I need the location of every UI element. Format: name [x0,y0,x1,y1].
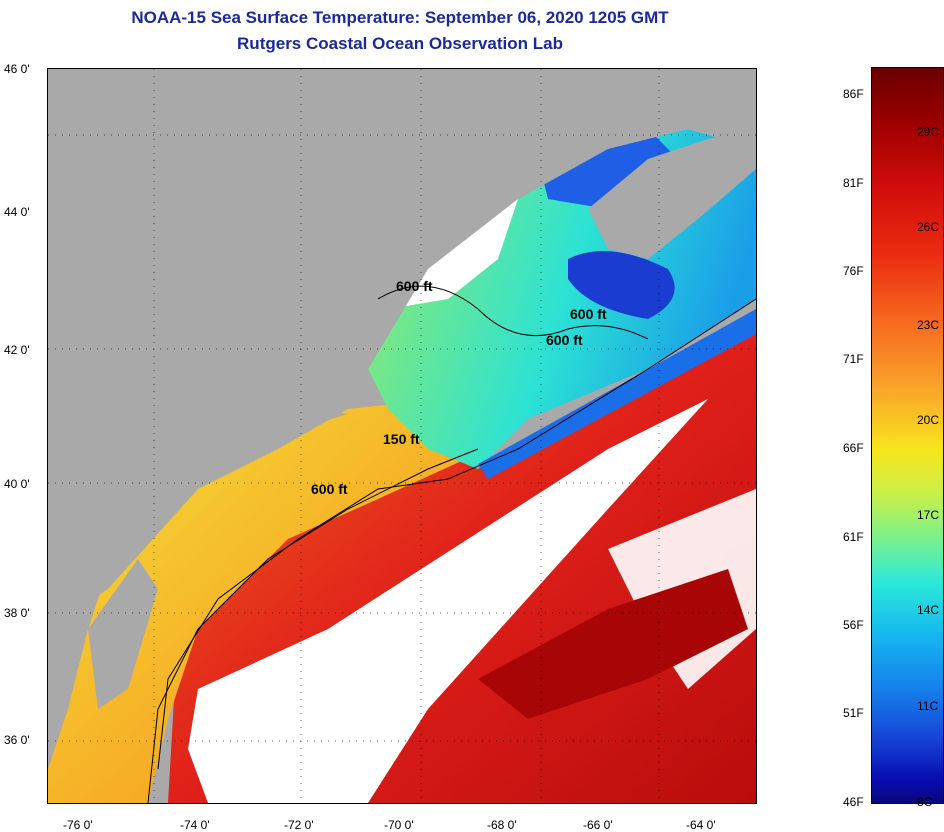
colorbar-c-26: 26C [917,220,940,234]
colorbar-c-8: 8C [917,795,933,809]
cloud-region [188,399,708,803]
isobath-150 [147,448,479,803]
colorbar-f-61: 61F [843,530,864,544]
blue-band [478,309,756,479]
shelf-warm-water [48,399,488,803]
colorbar-f-46: 46F [843,795,864,809]
long-island [198,409,348,449]
deep-blue-patch [568,251,675,319]
lon-label-74: -74 0' [180,818,210,832]
lat-label-44: 44 0' [4,205,30,219]
land-nova-scotia [588,129,756,259]
colorbar-f-66: 66F [843,441,864,455]
lat-label-40: 40 0' [4,477,30,491]
colorbar-f-76: 76F [843,264,864,278]
isobath-600-gulf [377,285,649,340]
contour-label-1: 600 ft [396,278,433,294]
contour-label-5: 600 ft [311,481,348,497]
map-title: NOAA-15 Sea Surface Temperature: Septemb… [131,8,669,27]
colorbar-c-20: 20C [917,413,940,427]
lat-label-38: 38 0' [4,606,30,620]
colorbar-f-81: 81F [843,176,864,190]
isobath-600-south [157,298,756,770]
colorbar-f-86: 86F [843,87,864,101]
lon-label-64: -64 0' [686,818,716,832]
colorbar-c-11: 11C [917,699,939,713]
delmarva [88,559,158,709]
sst-map[interactable]: 600 ft 600 ft 600 ft 150 ft 600 ft [47,68,757,804]
temperature-colorbar [871,67,944,804]
lon-label-66: -66 0' [583,818,613,832]
colorbar-c-23: 23C [917,318,940,332]
lon-label-70: -70 0' [384,818,414,832]
lon-label-76: -76 0' [63,818,93,832]
colorbar-f-56: 56F [843,618,864,632]
lat-label-42: 42 0' [4,343,30,357]
lat-label-36: 36 0' [4,733,30,747]
contour-label-2: 600 ft [570,306,607,322]
colorbar-c-14: 14C [917,603,940,617]
colorbar-c-17: 17C [917,508,940,522]
map-subtitle: Rutgers Coastal Ocean Observation Lab [237,34,563,53]
lon-label-72: -72 0' [284,818,314,832]
colorbar-c-29: 29C [917,125,940,139]
dark-red-core [478,569,748,719]
colorbar-f-51: 51F [843,706,864,720]
lat-label-46: 46 0' [4,62,30,76]
sst-map-canvas: 600 ft 600 ft 600 ft 150 ft 600 ft [48,69,756,803]
lon-label-68: -68 0' [487,818,517,832]
land-mainland [48,69,756,769]
contour-label-4: 150 ft [383,431,420,447]
colorbar-f-71: 71F [843,352,864,366]
contour-label-3: 600 ft [546,332,583,348]
